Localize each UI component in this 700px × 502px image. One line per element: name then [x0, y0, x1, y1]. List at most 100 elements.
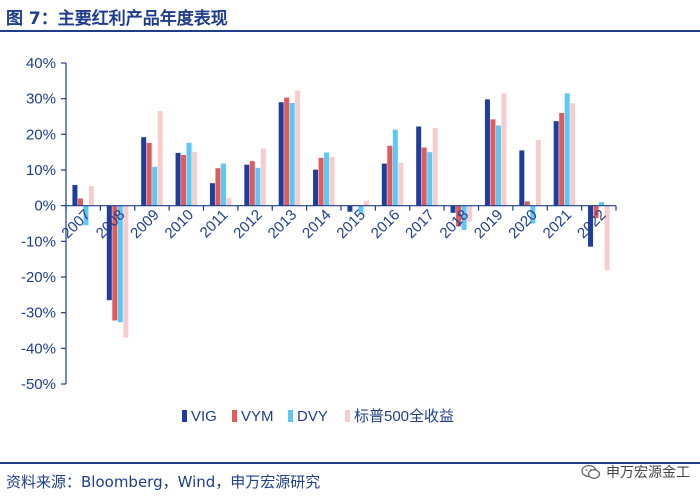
bar-vym-2020: [524, 201, 530, 206]
bar-chart: 40% 30% 20% 10% 0% -10% -20% -30% -40% -50% 2007 20…: [21, 55, 617, 425]
footer-rule: [0, 462, 700, 464]
watermark: 申万宏源金工: [581, 462, 690, 482]
bar-sp500-2018: [467, 205, 473, 222]
legend-swatch-dvy: [288, 410, 293, 422]
legend-swatch-vig: [182, 410, 187, 422]
bar-vig-2022: [588, 205, 594, 247]
x-tick-label: 2021: [540, 206, 576, 242]
bar-sp500-2017: [432, 127, 438, 206]
bar-sp500-2010: [192, 151, 198, 206]
legend-label-dvy: DVY: [297, 408, 328, 425]
bar-dvy-2017: [427, 152, 433, 206]
y-tick-label: 0%: [34, 198, 56, 215]
y-tick-label: -40%: [21, 340, 56, 357]
x-tick-label: 2014: [299, 206, 335, 242]
bar-dvy-2007: [83, 205, 89, 226]
bar-vig-2020: [519, 150, 525, 206]
bar-sp500-2011: [226, 198, 232, 206]
bar-dvy-2018: [461, 205, 467, 230]
wechat-icon: [581, 464, 601, 479]
watermark-text: 申万宏源金工: [606, 465, 690, 481]
bar-sp500-2019: [501, 93, 507, 206]
bar-vig-2012: [244, 164, 250, 206]
bar-vig-2014: [313, 169, 319, 206]
x-tick-label: 2016: [368, 206, 404, 242]
x-tick-label: 2010: [162, 206, 198, 242]
x-tick-label: 2020: [505, 206, 541, 242]
bar-vig-2019: [484, 99, 490, 206]
bar-vym-2010: [181, 155, 187, 206]
bar-dvy-2015: [358, 205, 364, 213]
bar-vig-2021: [553, 121, 559, 206]
bar-dvy-2021: [564, 93, 570, 206]
bar-sp500-2009: [157, 111, 163, 206]
bar-dvy-2013: [289, 102, 295, 206]
bar-sp500-2012: [260, 148, 266, 206]
bar-dvy-2022: [599, 202, 605, 206]
bar-vym-2018: [456, 205, 462, 227]
bar-vym-2022: [593, 205, 599, 219]
x-tick-label: 2007: [58, 206, 94, 242]
y-tick-label: 30%: [26, 91, 56, 108]
bar-sp500-2021: [570, 103, 576, 206]
bar-sp500-2007: [88, 186, 94, 206]
y-tick-label: -10%: [21, 233, 56, 250]
bar-vig-2009: [141, 137, 147, 206]
bar-vym-2017: [421, 147, 427, 206]
x-tick-label: 2015: [333, 206, 369, 242]
legend-swatch-sp500: [345, 410, 350, 422]
bar-dvy-2009: [152, 166, 158, 206]
bar-sp500-2020: [535, 140, 541, 206]
legend-swatch-vym: [232, 410, 237, 422]
legend-label-sp500: 标普500全收益: [354, 407, 454, 425]
bar-vym-2008: [112, 205, 118, 321]
bar-vym-2019: [490, 119, 496, 206]
bar-vym-2012: [249, 161, 255, 206]
legend-label-vig: VIG: [191, 408, 217, 425]
bar-vym-2014: [318, 157, 324, 206]
bar-dvy-2010: [186, 142, 192, 206]
bar-vig-2008: [106, 205, 112, 301]
y-tick-label: -50%: [21, 376, 56, 393]
bar-vym-2016: [387, 145, 393, 206]
bar-sp500-2015: [363, 200, 369, 206]
bar-vig-2015: [347, 205, 353, 212]
y-tick-label: 20%: [26, 126, 56, 143]
bar-vym-2011: [215, 168, 221, 206]
x-tick-label: 2019: [471, 206, 507, 242]
bar-vig-2010: [175, 152, 181, 206]
bar-dvy-2016: [392, 129, 398, 206]
bar-sp500-2013: [295, 90, 301, 206]
bar-dvy-2014: [324, 152, 330, 206]
y-tick-label: -30%: [21, 305, 56, 322]
x-tick-label: 2011: [197, 206, 232, 241]
y-tick-label: 10%: [26, 162, 56, 179]
y-tick-label: -20%: [21, 269, 56, 286]
x-tick-label: 2012: [230, 206, 266, 242]
legend-label-vym: VYM: [241, 408, 274, 425]
bar-vym-2009: [146, 142, 152, 206]
bar-sp500-2014: [329, 156, 335, 206]
bar-dvy-2011: [220, 163, 226, 206]
source-note: 资料来源：Bloomberg，Wind，申万宏源研究: [6, 473, 321, 491]
bar-vig-2013: [278, 102, 284, 206]
x-tick-label: 2009: [127, 206, 163, 242]
bar-sp500-2008: [123, 205, 129, 338]
bar-vym-2021: [559, 112, 565, 206]
bar-dvy-2019: [495, 125, 501, 206]
bar-vym-2007: [77, 198, 83, 206]
bar-vig-2017: [416, 126, 422, 206]
bar-dvy-2008: [117, 205, 123, 323]
y-tick-label: 40%: [26, 55, 56, 72]
bar-vig-2011: [209, 183, 215, 206]
bar-dvy-2020: [530, 205, 536, 224]
x-tick-label: 2017: [402, 206, 438, 242]
bar-vig-2007: [72, 184, 78, 206]
title-rule: [0, 30, 700, 32]
bar-vig-2018: [450, 205, 456, 213]
bar-vym-2013: [284, 97, 290, 206]
x-tick-label: 2013: [265, 206, 301, 242]
bar-dvy-2012: [255, 167, 261, 206]
bar-sp500-2022: [604, 205, 610, 271]
x-tick-label: 2018: [437, 206, 473, 242]
